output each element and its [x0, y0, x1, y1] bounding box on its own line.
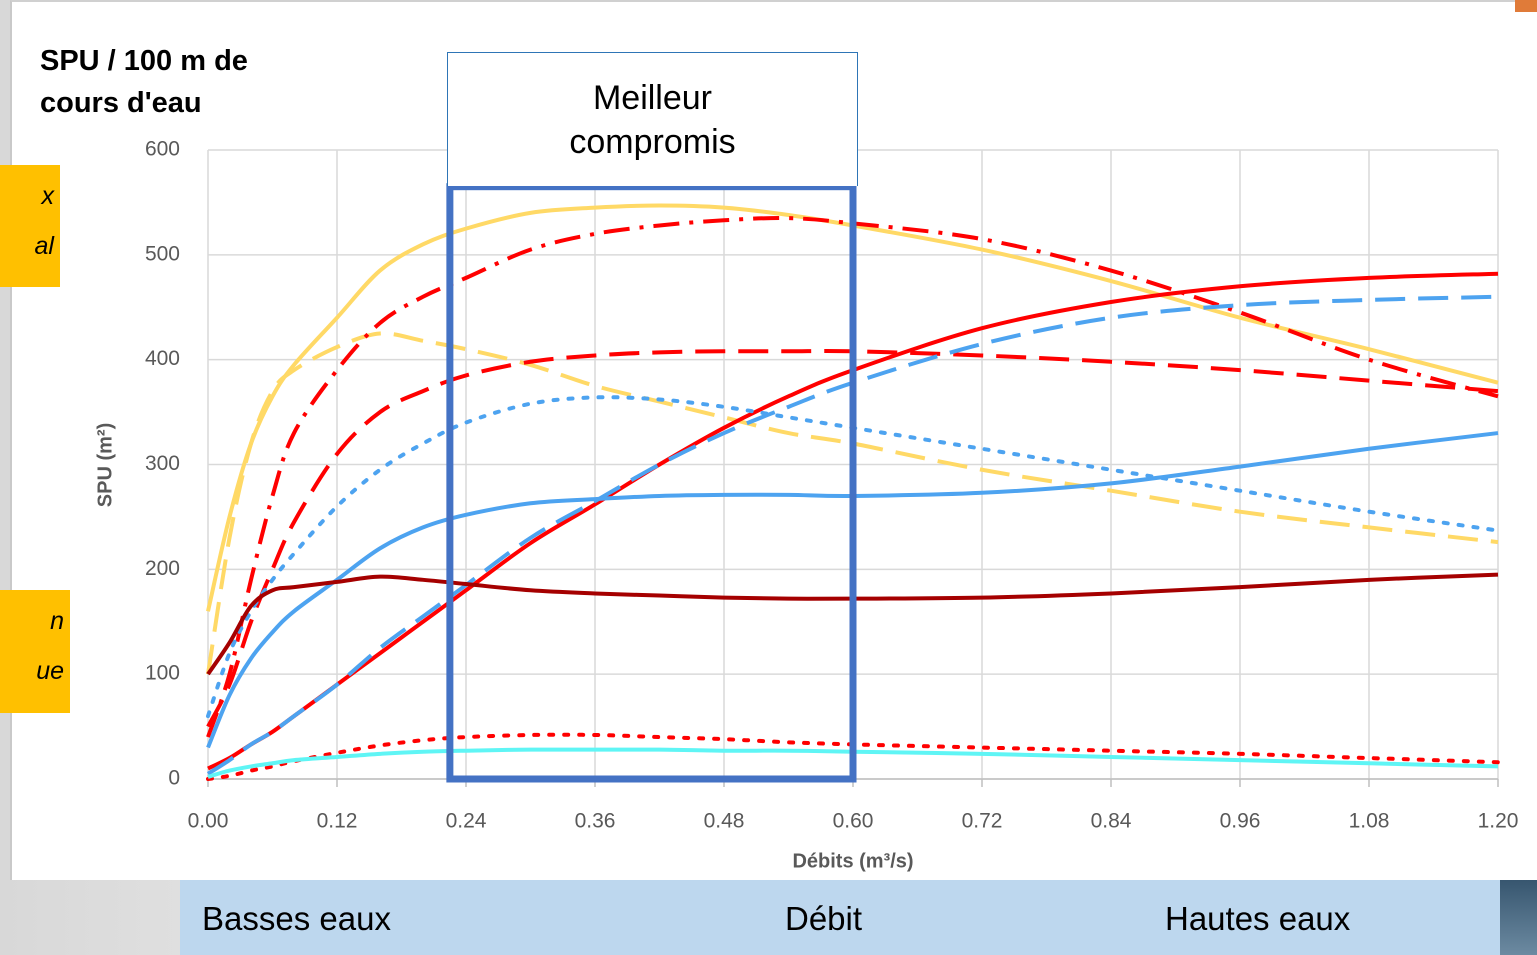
side-note: x al — [0, 165, 60, 287]
x-tick-label: 1.08 — [1349, 810, 1390, 833]
x-tick-label: 0.36 — [575, 810, 616, 833]
x-tick-label: 0.12 — [317, 810, 358, 833]
side-note: n ue — [0, 590, 70, 713]
chart-title: SPU / 100 m de cours d'eau — [40, 40, 320, 124]
y-tick-label: 300 — [145, 452, 180, 475]
flow-bar: Basses eaux Débit Hautes eaux — [180, 880, 1500, 955]
y-axis-label: SPU (m²) — [94, 423, 116, 507]
y-tick-label: 600 — [145, 138, 180, 161]
y-tick-label: 400 — [145, 347, 180, 370]
y-tick-label: 200 — [145, 557, 180, 580]
side-note-line: al — [0, 221, 54, 271]
flow-low: Basses eaux — [202, 900, 391, 938]
flow-high: Hautes eaux — [1165, 900, 1350, 938]
x-tick-label: 0.00 — [188, 810, 229, 833]
page: 0 100 200 300 400 500 600 0.00 0.12 0.24 0.36 0.48 0… — [0, 0, 1537, 955]
highlight-box — [450, 187, 853, 779]
highlight-label-box: Meilleur compromis — [447, 52, 858, 186]
flow-center: Débit — [785, 900, 862, 938]
highlight-label: Meilleur compromis — [569, 76, 735, 164]
x-axis-label: Débits (m³/s) — [792, 850, 913, 872]
x-tick-label: 0.24 — [446, 810, 487, 833]
side-note-line: n — [0, 596, 64, 646]
x-tick-label: 0.60 — [833, 810, 874, 833]
y-tick-label: 500 — [145, 242, 180, 265]
y-tick-label: 100 — [145, 662, 180, 685]
x-tick-label: 0.72 — [962, 810, 1003, 833]
x-tick-label: 1.20 — [1478, 810, 1519, 833]
x-tick-label: 0.84 — [1091, 810, 1132, 833]
y-tick-label: 0 — [168, 767, 180, 790]
photo-edge — [1500, 880, 1537, 955]
side-note-line: ue — [0, 646, 64, 696]
x-tick-label: 0.48 — [704, 810, 745, 833]
x-tick-label: 0.96 — [1220, 810, 1261, 833]
side-note-line: x — [0, 171, 54, 221]
